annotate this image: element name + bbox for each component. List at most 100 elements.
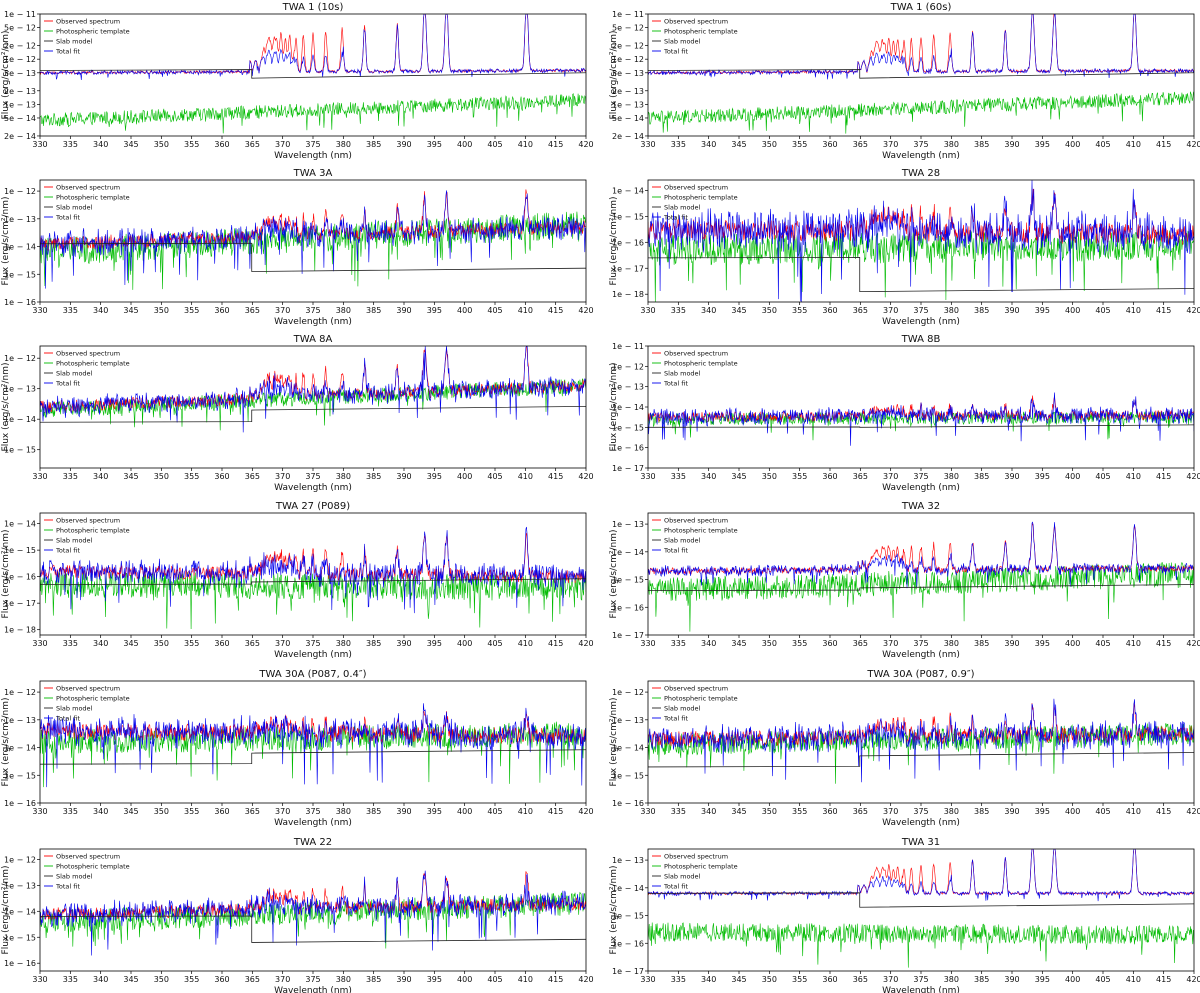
x-tick-label: 410	[518, 306, 533, 315]
subplot-5: TWA 8A 330 335 340 345 350 355 360 365 370 375 380 3…	[1, 334, 594, 493]
x-tick-label: 370	[883, 306, 898, 315]
x-tick-label: 375	[305, 306, 320, 315]
y-tick-label: 1e − 11	[612, 342, 644, 351]
x-tick-label: 355	[184, 140, 199, 149]
y-tick-label: 1e − 15	[612, 912, 644, 921]
x-tick-label: 415	[1156, 807, 1171, 816]
legend-label: Observed spectrum	[664, 183, 728, 191]
legend-label: Photospheric template	[56, 193, 130, 201]
x-tick-label: 390	[1004, 140, 1019, 149]
x-tick-label: 340	[93, 306, 108, 315]
x-tick-label: 370	[275, 975, 290, 984]
total-fit-line	[40, 526, 586, 614]
slab-model-line	[648, 424, 1194, 428]
x-tick-label: 390	[396, 975, 411, 984]
x-tick-label: 355	[792, 306, 807, 315]
legend-label: Total fit	[663, 213, 688, 221]
y-axis-label: Flux (erg/s/cm²/nm)	[609, 698, 619, 787]
y-tick-label: 1e − 14	[612, 884, 644, 893]
x-tick-label: 370	[275, 639, 290, 648]
legend-label: Slab model	[664, 369, 701, 377]
x-tick-label: 405	[1095, 639, 1110, 648]
observed-spectrum-line	[648, 849, 1194, 896]
subplot-9: TWA 30A (P087, 0.4″) 330 335 340 345 350 355 36…	[1, 669, 594, 828]
x-tick-label: 340	[93, 807, 108, 816]
y-tick-label: 1e − 17	[612, 464, 644, 473]
y-tick-label: 1e − 15	[612, 576, 644, 585]
x-tick-label: 340	[701, 140, 716, 149]
x-tick-label: 415	[1156, 639, 1171, 648]
x-tick-label: 385	[366, 306, 381, 315]
x-tick-label: 415	[548, 975, 563, 984]
y-tick-label: 1e − 13	[4, 881, 36, 890]
y-axis-label: Flux (erg/s/cm²/nm)	[1, 197, 11, 286]
x-tick-label: 420	[578, 472, 593, 481]
x-tick-label: 340	[701, 639, 716, 648]
x-tick-label: 345	[731, 472, 746, 481]
x-tick-label: 385	[974, 472, 989, 481]
x-tick-label: 400	[1065, 140, 1080, 149]
panel-title: TWA 3A	[293, 168, 333, 179]
x-tick-label: 360	[214, 306, 229, 315]
x-tick-label: 350	[154, 975, 169, 984]
subplot-11: TWA 22 330 335 340 345 350 355 360 365 370 375 380 3…	[1, 837, 594, 993]
x-tick-label: 420	[1186, 306, 1200, 315]
y-axis-label: Flux (erg/s/cm²/nm)	[1, 866, 11, 955]
x-tick-label: 400	[457, 472, 472, 481]
y-tick-label: 1e − 14	[612, 744, 644, 753]
legend-label: Observed spectrum	[664, 516, 728, 524]
x-tick-label: 350	[154, 807, 169, 816]
y-tick-label: 1e − 13	[4, 716, 36, 725]
x-tick-label: 345	[123, 639, 138, 648]
x-tick-label: 385	[366, 472, 381, 481]
legend-label: Total fit	[663, 882, 688, 890]
legend-label: Observed spectrum	[56, 684, 120, 692]
x-tick-label: 375	[913, 472, 928, 481]
y-tick-label: 1e − 15	[612, 771, 644, 780]
x-tick-label: 330	[32, 140, 47, 149]
legend: Observed spectrum Photospheric template Sl…	[44, 183, 130, 221]
y-tick-label: 1e − 16	[4, 959, 36, 968]
slab-model-line	[40, 749, 586, 765]
panel-title: TWA 30A (P087, 0.9″)	[866, 669, 974, 680]
x-tick-label: 350	[762, 472, 777, 481]
y-axis-label: Flux (erg/s/cm²/nm)	[609, 866, 619, 955]
legend-label: Photospheric template	[664, 862, 738, 870]
x-tick-label: 335	[63, 639, 78, 648]
y-tick-label: 1e − 17	[612, 631, 644, 640]
x-tick-label: 410	[1126, 639, 1141, 648]
x-tick-label: 415	[548, 639, 563, 648]
x-tick-label: 340	[701, 975, 716, 984]
y-tick-label: 1e − 14	[4, 744, 36, 753]
x-tick-label: 335	[671, 472, 686, 481]
legend-label: Photospheric template	[56, 694, 130, 702]
x-tick-label: 390	[396, 140, 411, 149]
y-tick-label: 1e − 15	[612, 423, 644, 432]
x-tick-label: 345	[731, 807, 746, 816]
x-tick-label: 390	[396, 472, 411, 481]
x-tick-label: 345	[731, 975, 746, 984]
x-tick-label: 400	[457, 975, 472, 984]
subplot-10: TWA 30A (P087, 0.9″) 330 335 340 345 350 355 36…	[609, 669, 1200, 828]
legend-label: Slab model	[56, 704, 93, 712]
observed-spectrum-line	[40, 189, 586, 251]
x-tick-label: 350	[154, 639, 169, 648]
legend-label: Photospheric template	[56, 862, 130, 870]
x-tick-label: 400	[457, 306, 472, 315]
total-fit-line	[648, 14, 1194, 80]
x-tick-label: 405	[1095, 807, 1110, 816]
y-tick-label: 1e − 12	[4, 855, 36, 864]
x-tick-label: 360	[822, 807, 837, 816]
legend-label: Observed spectrum	[664, 17, 728, 25]
x-tick-label: 355	[792, 140, 807, 149]
y-tick-label: 2e − 13	[4, 87, 36, 96]
x-tick-label: 390	[1004, 472, 1019, 481]
x-tick-label: 400	[457, 140, 472, 149]
legend: Observed spectrum Photospheric template Sl…	[44, 349, 130, 387]
x-tick-label: 340	[701, 472, 716, 481]
legend: Observed spectrum Photospheric template Sl…	[652, 852, 738, 890]
x-tick-label: 410	[518, 140, 533, 149]
panel-title: TWA 8B	[901, 334, 941, 345]
y-tick-label: 1e − 16	[612, 444, 644, 453]
legend: Observed spectrum Photospheric template Sl…	[44, 516, 130, 554]
